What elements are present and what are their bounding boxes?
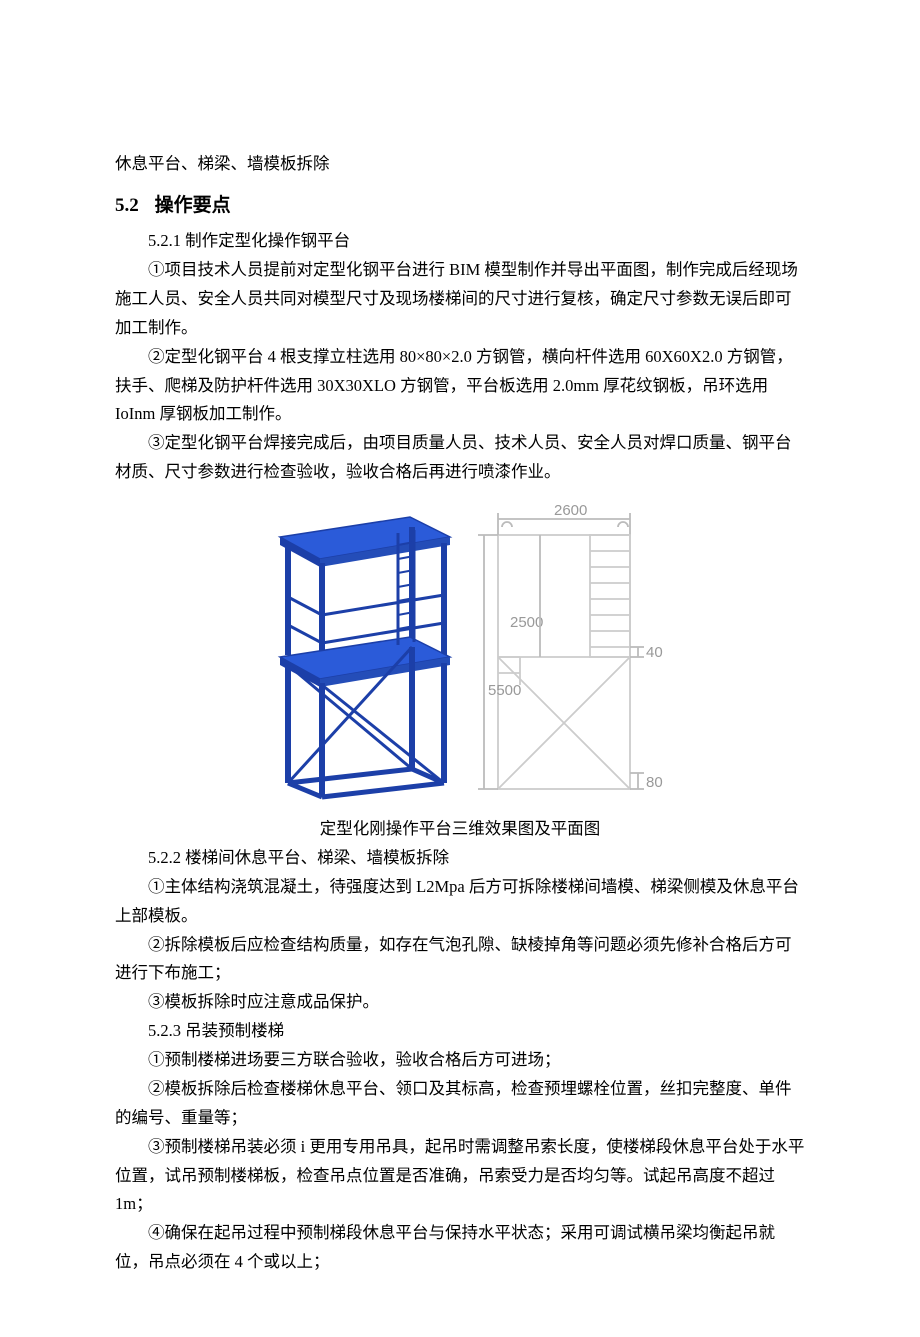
platform-diagram-svg: 2600 [240, 497, 680, 813]
para-5-2-3-1: ①预制楼梯进场要三方联合验收，验收合格后方可进场； [115, 1046, 805, 1075]
document-page: 休息平台、梯梁、墙模板拆除 5.2 操作要点 5.2.1 制作定型化操作钢平台 … [0, 0, 920, 1337]
figure-caption: 定型化刚操作平台三维效果图及平面图 [115, 815, 805, 844]
dim-80: 80 [646, 774, 663, 791]
para-5-2-1-1: ①项目技术人员提前对定型化钢平台进行 BIM 模型制作并导出平面图，制作完成后经… [115, 256, 805, 343]
iso-3d-render [280, 517, 450, 797]
para-5-2-3-2: ②模板拆除后检查楼梯休息平台、领口及其标高，检查预埋螺栓位置，丝扣完整度、单件的… [115, 1075, 805, 1133]
para-5-2-1-3: ③定型化钢平台焊接完成后，由项目质量人员、技术人员、安全人员对焊口质量、钢平台材… [115, 429, 805, 487]
continuation-line: 休息平台、梯梁、墙模板拆除 [115, 150, 805, 179]
para-5-2-3-4: ④确保在起吊过程中预制梯段休息平台与保持水平状态；采用可调试横吊梁均衡起吊就位，… [115, 1219, 805, 1277]
para-5-2-2-1: ①主体结构浇筑混凝土，待强度达到 L2Mpa 后方可拆除楼梯间墙模、梯梁侧模及休… [115, 873, 805, 931]
dim-2500: 2500 [510, 614, 543, 631]
para-5-2-2-2: ②拆除模板后应检查结构质量，如存在气泡孔隙、缺棱掉角等问题必须先修补合格后方可进… [115, 931, 805, 989]
dim-5500: 5500 [488, 682, 521, 699]
elevation-drawing: 2600 [478, 502, 663, 791]
sub-5-2-3-heading: 5.2.3 吊装预制楼梯 [148, 1017, 805, 1046]
dim-40: 40 [646, 644, 663, 661]
para-5-2-2-3: ③模板拆除时应注意成品保护。 [115, 988, 805, 1017]
section-5-2-heading: 5.2 操作要点 [115, 189, 805, 222]
sub-5-2-1-heading: 5.2.1 制作定型化操作钢平台 [148, 227, 805, 256]
dim-2600: 2600 [554, 502, 587, 519]
section-number: 5.2 [115, 195, 139, 216]
para-5-2-3-3: ③预制楼梯吊装必须 i 更用专用吊具，起吊时需调整吊索长度，使楼梯段休息平台处于… [115, 1133, 805, 1220]
figure-platform: 2600 [115, 497, 805, 813]
sub-5-2-2-heading: 5.2.2 楼梯间休息平台、梯梁、墙模板拆除 [148, 844, 805, 873]
section-title: 操作要点 [155, 195, 231, 216]
para-5-2-1-2: ②定型化钢平台 4 根支撑立柱选用 80×80×2.0 方钢管，横向杆件选用 6… [115, 343, 805, 430]
